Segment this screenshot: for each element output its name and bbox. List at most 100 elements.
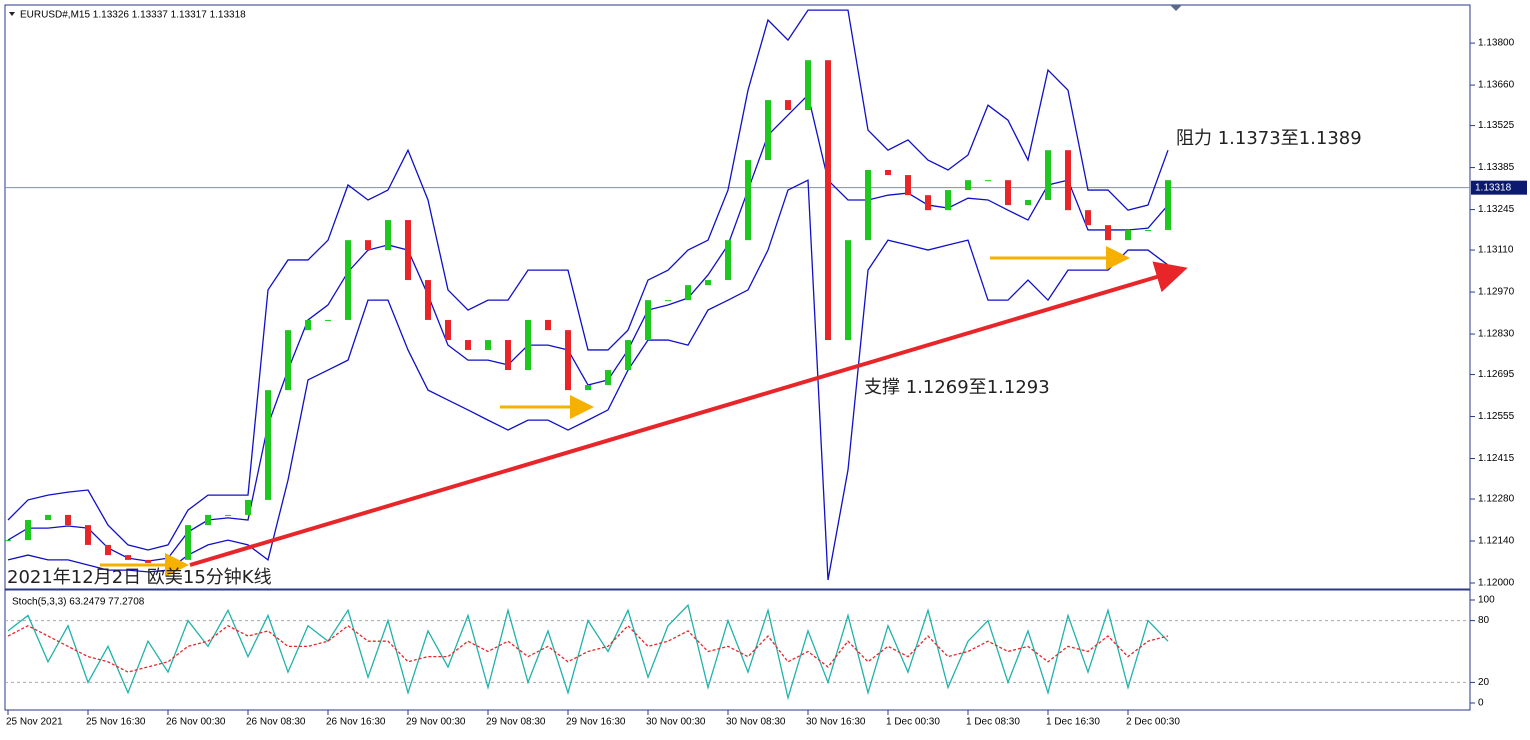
x-tick-label: 29 Nov 00:30 (406, 717, 466, 728)
x-tick-label: 25 Nov 2021 (6, 717, 63, 728)
chart-title: EURUSD#,M15 1.13326 1.13337 1.13317 1.13… (20, 10, 246, 21)
candle (525, 319, 531, 371)
support-note: 支撑 1.1269至1.1293 (864, 377, 1050, 398)
candle (965, 180, 971, 191)
bb-upper-line (7, 9, 1169, 551)
candle (365, 240, 371, 251)
candle (1145, 229, 1151, 231)
candle (1105, 225, 1111, 241)
y-tick-label: 80 (1478, 615, 1490, 626)
candle (185, 525, 191, 560)
candle (425, 280, 431, 320)
k-line (7, 603, 1169, 701)
candle (905, 175, 911, 196)
candle (705, 280, 711, 286)
candle (645, 300, 651, 341)
candle (285, 330, 291, 391)
stoch-title: Stoch(5,3,3) 63.2479 77.2708 (12, 597, 145, 608)
candle (125, 555, 131, 560)
candle (805, 60, 811, 110)
x-tick-label: 30 Nov 16:30 (806, 717, 866, 728)
candle (1085, 210, 1091, 226)
candle (105, 544, 111, 556)
y-tick-label: 20 (1478, 677, 1490, 688)
x-tick-label: 1 Dec 00:30 (886, 717, 940, 728)
candle (885, 169, 891, 176)
y-tick-label: 1.12000 (1478, 578, 1515, 589)
candle (745, 160, 751, 241)
x-tick-label: 26 Nov 08:30 (246, 717, 306, 728)
candle (925, 195, 931, 211)
x-tick-label: 30 Nov 08:30 (726, 717, 786, 728)
last-price-label: 1.13318 (1475, 182, 1512, 193)
candle (325, 319, 331, 321)
shift-marker (1170, 5, 1182, 11)
last-price-box (1471, 180, 1527, 195)
candle (585, 385, 591, 391)
candle (765, 100, 771, 161)
x-tick-label: 26 Nov 16:30 (326, 717, 386, 728)
candle (465, 340, 471, 350)
candle (1065, 150, 1071, 211)
y-tick-label: 1.12830 (1478, 329, 1515, 340)
y-tick-label: 1.12555 (1478, 411, 1515, 422)
chart-caption: 2021年12月2日 欧美15分钟K线 (7, 567, 272, 588)
candle (485, 340, 491, 350)
candle (1005, 180, 1011, 206)
candle (25, 520, 31, 541)
y-tick-label: 1.13385 (1478, 162, 1515, 173)
candle (205, 514, 211, 526)
candle (145, 559, 151, 563)
candle (725, 240, 731, 281)
candle (305, 319, 311, 331)
candle (785, 100, 791, 110)
candle (825, 60, 831, 341)
bb-lower-line (7, 179, 1169, 581)
x-tick-label: 25 Nov 16:30 (86, 717, 146, 728)
main-panel (4, 4, 1471, 590)
x-tick-label: 29 Nov 16:30 (566, 717, 626, 728)
candle (685, 285, 691, 301)
x-tick-label: 1 Dec 08:30 (966, 717, 1020, 728)
candle (985, 180, 991, 182)
trend-arrow (189, 261, 1188, 567)
candle (85, 525, 91, 545)
x-tick-label: 30 Nov 00:30 (646, 717, 706, 728)
candle (545, 319, 551, 331)
resistance-note: 阻力 1.1373至1.1389 (1176, 128, 1362, 149)
candle (605, 370, 611, 386)
candle (505, 340, 511, 371)
candle (625, 340, 631, 371)
candle (385, 220, 391, 251)
d-line (7, 624, 1169, 673)
x-tick-label: 1 Dec 16:30 (1046, 717, 1100, 728)
y-tick-label: 1.13800 (1478, 38, 1515, 49)
candle (945, 190, 951, 211)
candle (665, 300, 671, 302)
candle (845, 240, 851, 341)
x-tick-label: 26 Nov 00:30 (166, 717, 226, 728)
candle (225, 514, 231, 516)
y-tick-label: 1.13245 (1478, 204, 1515, 215)
y-tick-label: 1.12415 (1478, 453, 1515, 464)
stoch-panel (4, 589, 1471, 711)
y-tick-label: 1.12280 (1478, 494, 1515, 505)
y-tick-label: 1.12140 (1478, 536, 1515, 547)
candle (5, 540, 11, 542)
candle (1025, 199, 1031, 206)
candle (1125, 229, 1131, 241)
candle (445, 319, 451, 341)
y-tick-label: 100 (1478, 595, 1495, 606)
y-tick-label: 1.13660 (1478, 80, 1515, 91)
x-tick-label: 29 Nov 08:30 (486, 717, 546, 728)
candle (565, 330, 571, 391)
y-tick-label: 1.12970 (1478, 287, 1515, 298)
y-tick-label: 1.12695 (1478, 369, 1515, 380)
candle (165, 559, 171, 563)
y-tick-label: 1.13110 (1478, 245, 1514, 256)
candle (865, 169, 871, 241)
candle (65, 514, 71, 526)
y-tick-label: 0 (1478, 698, 1484, 709)
candle (405, 220, 411, 281)
candle (1165, 180, 1171, 230)
